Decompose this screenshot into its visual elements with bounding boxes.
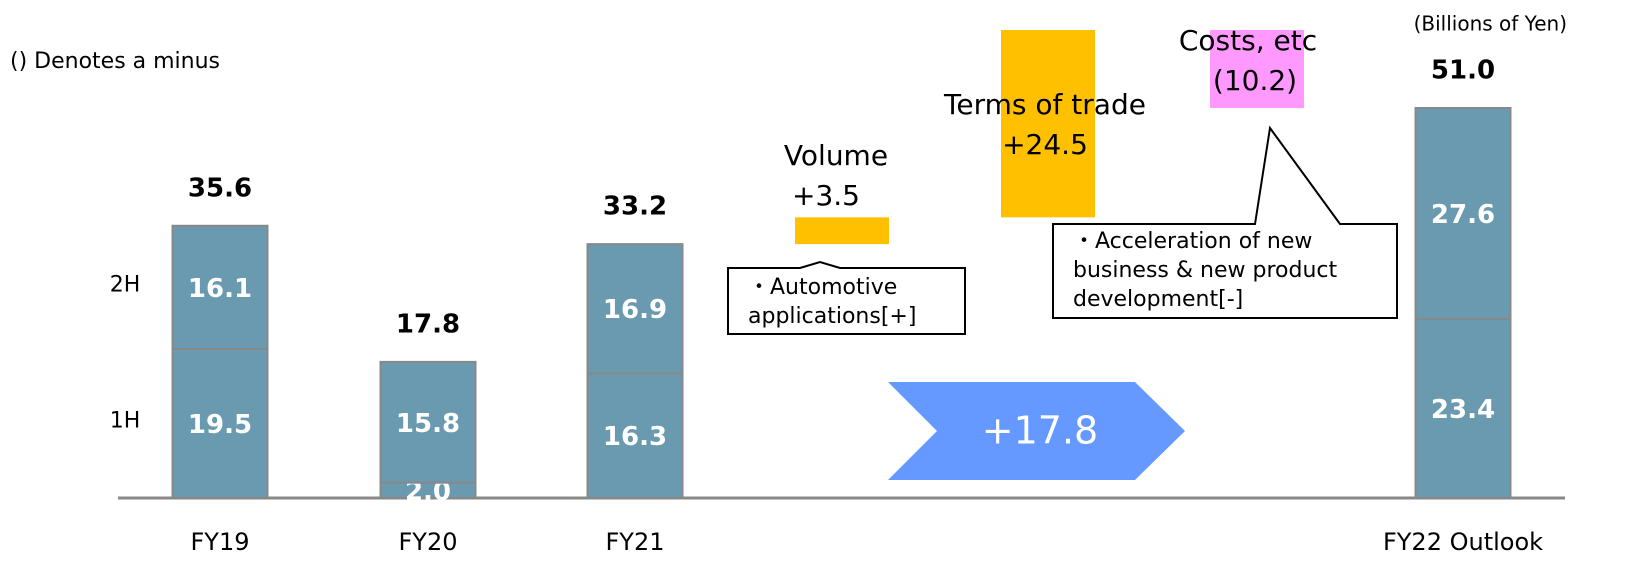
total-label: 17.8 [396,309,460,339]
total-label: 51.0 [1431,56,1495,86]
segment-label: 19.5 [188,410,252,440]
bar-segment [171,224,269,350]
x-tick-label: FY19 [190,528,249,556]
step-bar [1001,30,1095,218]
segment-label: 23.4 [1431,395,1495,425]
bar-segment [379,360,477,484]
callout-text: business & new product [1073,258,1337,283]
step-bar [1210,30,1304,108]
segment-label: 27.6 [1431,200,1495,230]
bar-segment [1414,318,1512,500]
callout-text: ・Acceleration of new [1073,229,1312,254]
change-arrow [888,382,1185,480]
segment-label: 16.1 [188,274,252,304]
callout-box [1052,125,1398,319]
segment-label: 16.3 [603,422,667,452]
legend-label: 2H [110,272,141,297]
step-bar [795,217,889,245]
step-name: Volume [784,139,888,172]
step-name: Costs, etc [1179,24,1317,57]
step-value-label: +24.5 [1002,128,1088,161]
x-tick-label: FY22 Outlook [1383,528,1543,556]
change-label: +17.8 [982,409,1098,453]
total-label: 33.2 [603,192,667,222]
bar-segment [586,372,684,499]
segment-label: 15.8 [396,409,460,439]
segment-label: 16.9 [603,295,667,325]
x-tick-label: FY21 [605,528,664,556]
callout-text: ・Automotive [748,275,897,300]
x-tick-label: FY20 [398,528,457,556]
step-name: Terms of trade [943,88,1146,121]
bar-segment [171,347,269,499]
step-value-label: +3.5 [792,179,860,212]
callout-text: development[-] [1073,287,1243,312]
callout-box [727,260,966,335]
step-value-label: (10.2) [1213,64,1297,97]
bar-segment [586,243,684,375]
legend-label: 1H [110,408,141,433]
note: () Denotes a minus [10,49,220,74]
unit-label: (Billions of Yen) [1414,12,1567,36]
callout-text: applications[+] [748,304,916,329]
bar-segment [1414,107,1512,321]
total-label: 35.6 [188,173,252,203]
